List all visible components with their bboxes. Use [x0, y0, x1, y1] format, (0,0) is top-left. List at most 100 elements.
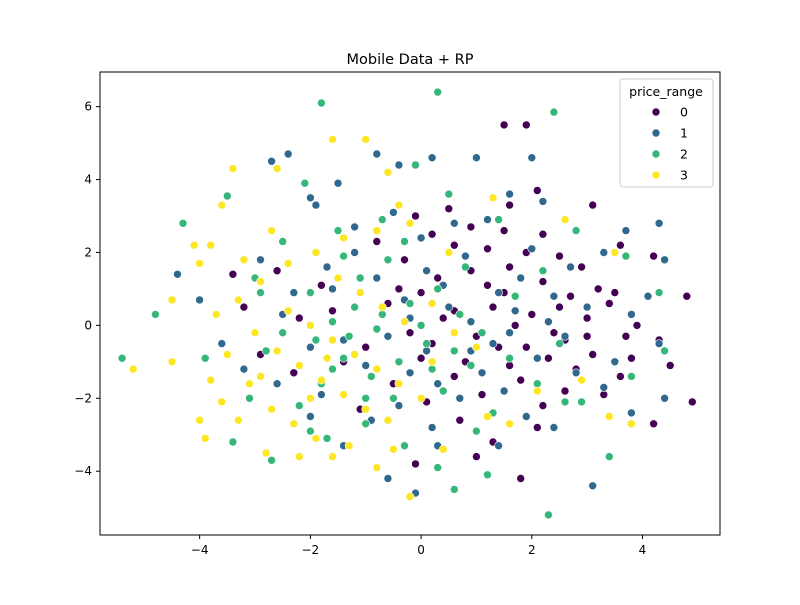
point-s1-82	[328, 284, 337, 294]
point-s0-55	[560, 386, 570, 396]
point-s3-8	[189, 240, 199, 250]
point-s0-87	[582, 331, 592, 341]
point-s0-67	[411, 211, 420, 221]
point-s2-68	[555, 339, 564, 348]
point-s2-43	[532, 379, 542, 389]
point-s3-28	[604, 412, 614, 421]
y-tick-label: −4	[74, 464, 92, 478]
point-s3-29	[627, 419, 636, 429]
point-s1-41	[422, 266, 431, 276]
point-s3-62	[245, 379, 254, 389]
point-s1-11	[538, 197, 548, 206]
x-tick-label: −4	[191, 543, 209, 557]
point-s1-77	[627, 310, 636, 319]
point-s1-50	[361, 361, 371, 370]
point-s1-79	[394, 401, 404, 410]
point-s2-52	[311, 335, 321, 345]
point-s1-0	[267, 157, 276, 166]
point-s2-37	[366, 372, 376, 381]
point-s2-59	[372, 324, 382, 334]
point-s3-4	[272, 164, 282, 173]
y-tick-label: −2	[74, 391, 92, 405]
point-s2-49	[333, 226, 343, 235]
point-s1-19	[660, 393, 669, 403]
point-s3-1	[361, 135, 371, 144]
point-s2-2	[549, 107, 559, 117]
point-s1-60	[449, 219, 459, 228]
point-s3-23	[438, 444, 448, 454]
point-s3-0	[328, 135, 337, 144]
point-s0-81	[532, 423, 542, 432]
point-s3-50	[394, 379, 404, 389]
point-s1-55	[477, 368, 487, 378]
point-s0-76	[488, 302, 498, 312]
point-s1-18	[654, 339, 664, 348]
legend: price_range 0 1 2 3	[619, 78, 714, 188]
point-s3-48	[350, 350, 359, 359]
point-s3-51	[416, 393, 426, 403]
point-s0-68	[466, 222, 476, 232]
point-s0-11	[616, 372, 625, 381]
point-s1-70	[610, 357, 620, 367]
point-s2-73	[472, 426, 481, 436]
point-s2-67	[339, 251, 348, 261]
point-s0-69	[499, 226, 509, 235]
point-s1-52	[405, 368, 415, 378]
point-s0-17	[505, 262, 514, 272]
point-s2-63	[261, 346, 271, 356]
point-s3-54	[355, 288, 365, 297]
point-s2-34	[278, 328, 288, 338]
point-s0-21	[433, 273, 443, 283]
point-s0-61	[604, 299, 614, 308]
point-s2-39	[422, 339, 431, 348]
point-s1-1	[283, 149, 293, 159]
point-s3-2	[383, 168, 393, 177]
point-s2-14	[400, 441, 409, 451]
point-s3-38	[250, 328, 260, 338]
point-s2-29	[405, 299, 415, 308]
point-s3-25	[532, 386, 542, 396]
point-s2-69	[377, 215, 387, 224]
legend-marker-3	[651, 170, 661, 180]
point-s2-16	[449, 485, 459, 494]
point-s1-16	[660, 255, 669, 265]
chart-title: Mobile Data + RP	[347, 52, 474, 68]
point-s1-2	[306, 193, 315, 203]
point-s3-11	[128, 364, 138, 374]
point-s1-4	[333, 178, 343, 188]
point-s3-19	[294, 452, 304, 461]
point-s3-9	[195, 259, 204, 268]
point-s0-64	[438, 313, 448, 323]
points-layer	[117, 87, 697, 520]
point-s0-71	[593, 284, 603, 294]
point-s1-30	[306, 412, 315, 421]
point-s3-49	[372, 364, 382, 374]
point-s0-53	[516, 474, 526, 483]
point-s0-4	[538, 229, 548, 239]
point-s2-66	[400, 237, 409, 246]
point-s2-57	[510, 291, 520, 301]
point-s2-9	[200, 353, 210, 363]
point-s0-9	[687, 397, 697, 407]
point-s2-18	[544, 510, 553, 520]
point-s1-6	[394, 160, 404, 170]
point-s1-81	[544, 317, 553, 327]
point-s3-16	[195, 415, 204, 425]
point-s1-74	[494, 288, 503, 297]
point-s1-42	[444, 302, 454, 312]
point-s2-47	[355, 273, 365, 283]
point-s1-22	[588, 481, 598, 491]
point-s3-61	[223, 350, 232, 359]
point-s2-27	[461, 262, 470, 272]
point-s1-17	[643, 291, 653, 301]
point-s2-38	[394, 357, 404, 367]
point-s1-53	[433, 379, 443, 389]
point-s3-53	[377, 302, 387, 312]
point-s3-3	[488, 193, 498, 203]
point-s1-36	[289, 288, 299, 297]
point-s0-15	[538, 277, 548, 286]
point-s0-78	[328, 306, 337, 316]
point-s3-42	[339, 390, 348, 399]
point-s0-62	[510, 321, 520, 330]
